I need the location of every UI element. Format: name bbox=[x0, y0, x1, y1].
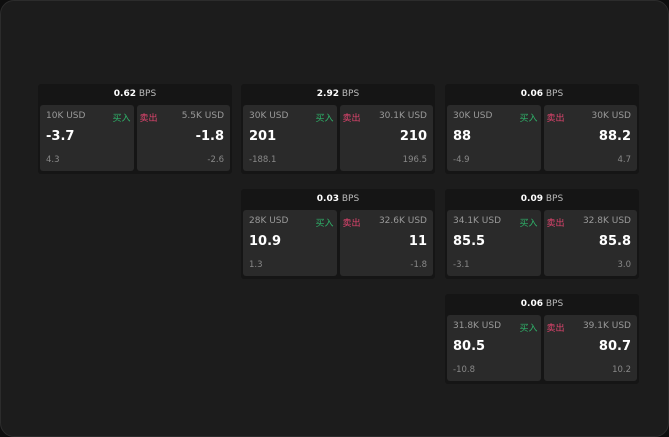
sell-change: 3.0 bbox=[617, 260, 631, 270]
spread-header: 2.92 BPS bbox=[241, 84, 435, 105]
sell-panel[interactable]: 卖出 32.8K USD 85.8 3.0 bbox=[543, 210, 637, 276]
sell-label: 卖出 bbox=[546, 324, 565, 334]
sell-panel[interactable]: 卖出 39.1K USD 80.7 10.2 bbox=[543, 315, 637, 381]
sell-label: 卖出 bbox=[546, 219, 565, 229]
quote-card: 0.09 BPS 34.1K USD 买入 85.5 -3.1 卖出 32.8K… bbox=[445, 189, 639, 279]
buy-quantity: 10K USD bbox=[46, 111, 86, 121]
spread-header: 0.62 BPS bbox=[38, 84, 232, 105]
buy-price: -3.7 bbox=[46, 129, 75, 144]
sell-quantity: 30.1K USD bbox=[378, 111, 427, 121]
sell-price: 88.2 bbox=[598, 129, 631, 144]
sell-quantity: 30K USD bbox=[591, 111, 631, 121]
sell-panel[interactable]: 卖出 30.1K USD 210 196.5 bbox=[339, 105, 433, 171]
buy-change: -3.1 bbox=[453, 260, 470, 270]
buy-quantity: 30K USD bbox=[249, 111, 289, 121]
sell-price: 210 bbox=[399, 129, 427, 144]
sell-quantity: 32.8K USD bbox=[582, 216, 631, 226]
buy-price: 88 bbox=[453, 129, 472, 144]
spread-header: 0.06 BPS bbox=[445, 84, 639, 105]
buy-quantity: 30K USD bbox=[453, 111, 493, 121]
sell-change: -1.8 bbox=[410, 260, 427, 270]
buy-label: 买入 bbox=[315, 114, 334, 124]
spread-unit: BPS bbox=[138, 89, 157, 99]
buy-quantity: 34.1K USD bbox=[453, 216, 502, 226]
buy-label: 买入 bbox=[519, 219, 538, 229]
sell-change: 4.7 bbox=[617, 155, 631, 165]
spread-unit: BPS bbox=[545, 194, 564, 204]
spread-value: 0.06 bbox=[520, 299, 543, 309]
buy-panel[interactable]: 10K USD 买入 -3.7 4.3 bbox=[40, 105, 134, 171]
spread-unit: BPS bbox=[341, 89, 360, 99]
quote-card: 0.62 BPS 10K USD 买入 -3.7 4.3 卖出 5.5K USD… bbox=[38, 84, 232, 174]
sell-quantity: 5.5K USD bbox=[181, 111, 224, 121]
buy-panel[interactable]: 28K USD 买入 10.9 1.3 bbox=[243, 210, 337, 276]
buy-quantity: 28K USD bbox=[249, 216, 289, 226]
sell-change: -2.6 bbox=[207, 155, 224, 165]
spread-value: 0.06 bbox=[520, 89, 543, 99]
buy-panel[interactable]: 30K USD 买入 201 -188.1 bbox=[243, 105, 337, 171]
buy-quantity: 31.8K USD bbox=[453, 321, 502, 331]
buy-change: 1.3 bbox=[249, 260, 263, 270]
spread-value: 0.09 bbox=[520, 194, 543, 204]
quote-card: 0.06 BPS 30K USD 买入 88 -4.9 卖出 30K USD 8… bbox=[445, 84, 639, 174]
spread-value: 0.03 bbox=[316, 194, 339, 204]
buy-change: -188.1 bbox=[249, 155, 277, 165]
buy-label: 买入 bbox=[315, 219, 334, 229]
spread-unit: BPS bbox=[341, 194, 360, 204]
sell-panel[interactable]: 卖出 32.6K USD 11 -1.8 bbox=[339, 210, 433, 276]
buy-price: 80.5 bbox=[453, 339, 486, 354]
spread-value: 2.92 bbox=[316, 89, 339, 99]
buy-change: 4.3 bbox=[46, 155, 60, 165]
buy-change: -4.9 bbox=[453, 155, 470, 165]
quote-card: 0.03 BPS 28K USD 买入 10.9 1.3 卖出 32.6K US… bbox=[241, 189, 435, 279]
buy-change: -10.8 bbox=[453, 365, 475, 375]
sell-price: 80.7 bbox=[598, 339, 631, 354]
sell-panel[interactable]: 卖出 5.5K USD -1.8 -2.6 bbox=[136, 105, 230, 171]
sell-quantity: 32.6K USD bbox=[378, 216, 427, 226]
sell-price: 85.8 bbox=[598, 234, 631, 249]
spread-header: 0.06 BPS bbox=[445, 294, 639, 315]
sell-change: 196.5 bbox=[402, 155, 427, 165]
spread-unit: BPS bbox=[545, 89, 564, 99]
spread-header: 0.09 BPS bbox=[445, 189, 639, 210]
buy-label: 买入 bbox=[519, 114, 538, 124]
buy-panel[interactable]: 30K USD 买入 88 -4.9 bbox=[447, 105, 541, 171]
sell-price: 11 bbox=[408, 234, 427, 249]
sell-change: 10.2 bbox=[612, 365, 631, 375]
sell-price: -1.8 bbox=[195, 129, 224, 144]
buy-label: 买入 bbox=[112, 114, 131, 124]
sell-label: 卖出 bbox=[342, 219, 361, 229]
sell-label: 卖出 bbox=[342, 114, 361, 124]
buy-panel[interactable]: 34.1K USD 买入 85.5 -3.1 bbox=[447, 210, 541, 276]
quote-card: 2.92 BPS 30K USD 买入 201 -188.1 卖出 30.1K … bbox=[241, 84, 435, 174]
quote-card: 0.06 BPS 31.8K USD 买入 80.5 -10.8 卖出 39.1… bbox=[445, 294, 639, 384]
sell-label: 卖出 bbox=[546, 114, 565, 124]
buy-label: 买入 bbox=[519, 324, 538, 334]
spread-header: 0.03 BPS bbox=[241, 189, 435, 210]
sell-quantity: 39.1K USD bbox=[582, 321, 631, 331]
sell-panel[interactable]: 卖出 30K USD 88.2 4.7 bbox=[543, 105, 637, 171]
spread-unit: BPS bbox=[545, 299, 564, 309]
buy-panel[interactable]: 31.8K USD 买入 80.5 -10.8 bbox=[447, 315, 541, 381]
sell-label: 卖出 bbox=[139, 114, 158, 124]
buy-price: 10.9 bbox=[249, 234, 282, 249]
spread-value: 0.62 bbox=[113, 89, 136, 99]
buy-price: 201 bbox=[249, 129, 277, 144]
buy-price: 85.5 bbox=[453, 234, 486, 249]
